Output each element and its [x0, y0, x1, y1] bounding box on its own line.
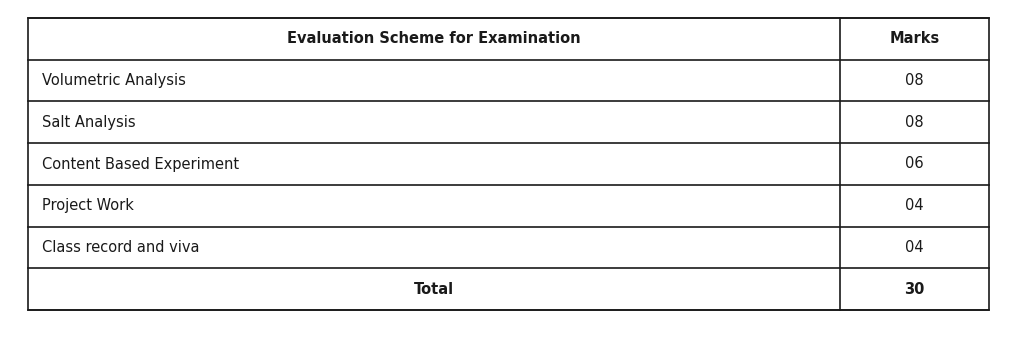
- Text: Volumetric Analysis: Volumetric Analysis: [42, 73, 186, 88]
- Bar: [28, 18, 989, 310]
- Text: 08: 08: [905, 115, 923, 130]
- Text: Class record and viva: Class record and viva: [42, 240, 199, 255]
- Text: 06: 06: [905, 156, 923, 171]
- Text: 04: 04: [905, 240, 923, 255]
- Text: 08: 08: [905, 73, 923, 88]
- Bar: [28, 18, 989, 310]
- Text: Content Based Experiment: Content Based Experiment: [42, 156, 239, 171]
- Text: Evaluation Scheme for Examination: Evaluation Scheme for Examination: [287, 32, 581, 46]
- Text: Total: Total: [414, 282, 454, 297]
- Text: Salt Analysis: Salt Analysis: [42, 115, 135, 130]
- Text: Marks: Marks: [890, 32, 940, 46]
- Text: Project Work: Project Work: [42, 198, 134, 213]
- Text: 04: 04: [905, 198, 923, 213]
- Text: 30: 30: [904, 282, 924, 297]
